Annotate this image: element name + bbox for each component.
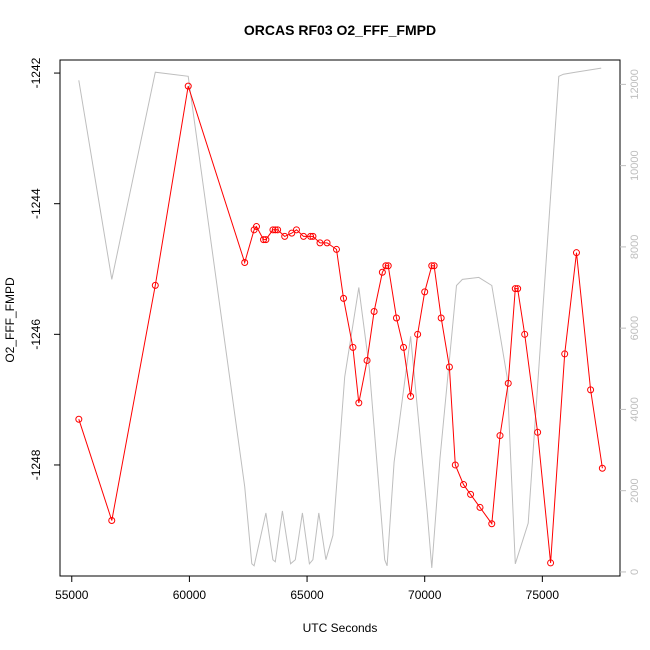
y2-tick-label: 12000 xyxy=(629,69,641,100)
right-axis-series-layer xyxy=(78,67,602,568)
series-0-point xyxy=(316,239,324,247)
series-0-point xyxy=(407,392,415,400)
series-0-point xyxy=(534,428,542,436)
y-tick-label: -1248 xyxy=(29,449,43,480)
series-0-point xyxy=(260,236,268,244)
y-tick-label: -1246 xyxy=(29,319,43,350)
y-axis-label: O2_FFF_FMPD xyxy=(3,277,17,363)
series-0-point xyxy=(430,262,438,270)
left-axis-series-layer xyxy=(75,82,606,567)
series-0-point xyxy=(496,432,504,440)
y2-tick-label: 4000 xyxy=(629,397,641,421)
x-tick-label: 65000 xyxy=(290,588,324,602)
series-0-point xyxy=(292,226,300,234)
series-0-point xyxy=(476,503,484,511)
series-0-point xyxy=(561,350,569,358)
series-0-point xyxy=(184,82,192,90)
series-0-point xyxy=(392,314,400,322)
series-0-point xyxy=(547,559,555,567)
series-0-line xyxy=(78,85,603,563)
series-0-point xyxy=(384,262,392,270)
y2-tick-label: 0 xyxy=(629,569,641,575)
plot-box xyxy=(59,59,621,577)
series-0-point xyxy=(262,236,270,244)
x-axis-label: UTC Seconds xyxy=(303,621,378,635)
series-0-point xyxy=(108,516,116,524)
x-tick-label: 70000 xyxy=(408,588,442,602)
series-0-point xyxy=(445,363,453,371)
series-0-point xyxy=(241,258,249,266)
series-0-point xyxy=(281,232,289,240)
series-0-point xyxy=(572,249,580,257)
series-0-point xyxy=(460,481,468,489)
series-0-point xyxy=(274,226,282,234)
series-0-point xyxy=(252,223,260,231)
series-0-point xyxy=(269,226,277,234)
series-0-point xyxy=(332,245,340,253)
y-tick-label: -1242 xyxy=(29,57,43,88)
series-0-point xyxy=(514,285,522,293)
y-axis: -1242 -1244 -1246 -1248 xyxy=(29,57,60,480)
series-0-point xyxy=(151,281,159,289)
series-0-point xyxy=(511,285,519,293)
series-0-point xyxy=(598,464,606,472)
chart-title: ORCAS RF03 O2_FFF_FMPD xyxy=(244,22,436,38)
right-y-axis: 0 2000 4000 6000 8000 10000 12000 xyxy=(620,69,641,575)
series-0-point xyxy=(378,268,386,276)
y2-tick-label: 6000 xyxy=(629,316,641,340)
series-0-point xyxy=(323,239,331,247)
series-0-point xyxy=(340,294,348,302)
y2-tick-label: 10000 xyxy=(629,150,641,181)
series-0-point xyxy=(451,461,459,469)
series-0-point xyxy=(437,314,445,322)
series-0-point xyxy=(300,232,308,240)
x-tick-label: 75000 xyxy=(526,588,560,602)
series-0-point xyxy=(421,288,429,296)
series-0-point xyxy=(521,330,529,338)
x-tick-label: 60000 xyxy=(173,588,207,602)
series-1-line xyxy=(78,67,602,568)
x-tick-label: 55000 xyxy=(55,588,89,602)
series-0-point xyxy=(488,520,496,528)
series-0-point xyxy=(400,343,408,351)
series-0-point xyxy=(75,415,83,423)
series-0-point xyxy=(363,356,371,364)
series-0-point xyxy=(414,330,422,338)
y2-tick-label: 8000 xyxy=(629,235,641,259)
y2-tick-label: 2000 xyxy=(629,478,641,502)
series-0-point xyxy=(428,262,436,270)
series-0-point xyxy=(587,386,595,394)
y-tick-label: -1244 xyxy=(29,188,43,219)
series-0-point xyxy=(288,229,296,237)
series-0-point xyxy=(504,379,512,387)
series-0-point xyxy=(467,490,475,498)
series-0-point xyxy=(309,232,317,240)
x-axis: 55000 60000 65000 70000 75000 xyxy=(55,576,559,602)
series-0-point xyxy=(370,307,378,315)
series-0-point xyxy=(349,343,357,351)
series-0-point xyxy=(355,399,363,407)
series-0-point xyxy=(307,232,315,240)
series-0-point xyxy=(271,226,279,234)
series-0-point xyxy=(382,262,390,270)
